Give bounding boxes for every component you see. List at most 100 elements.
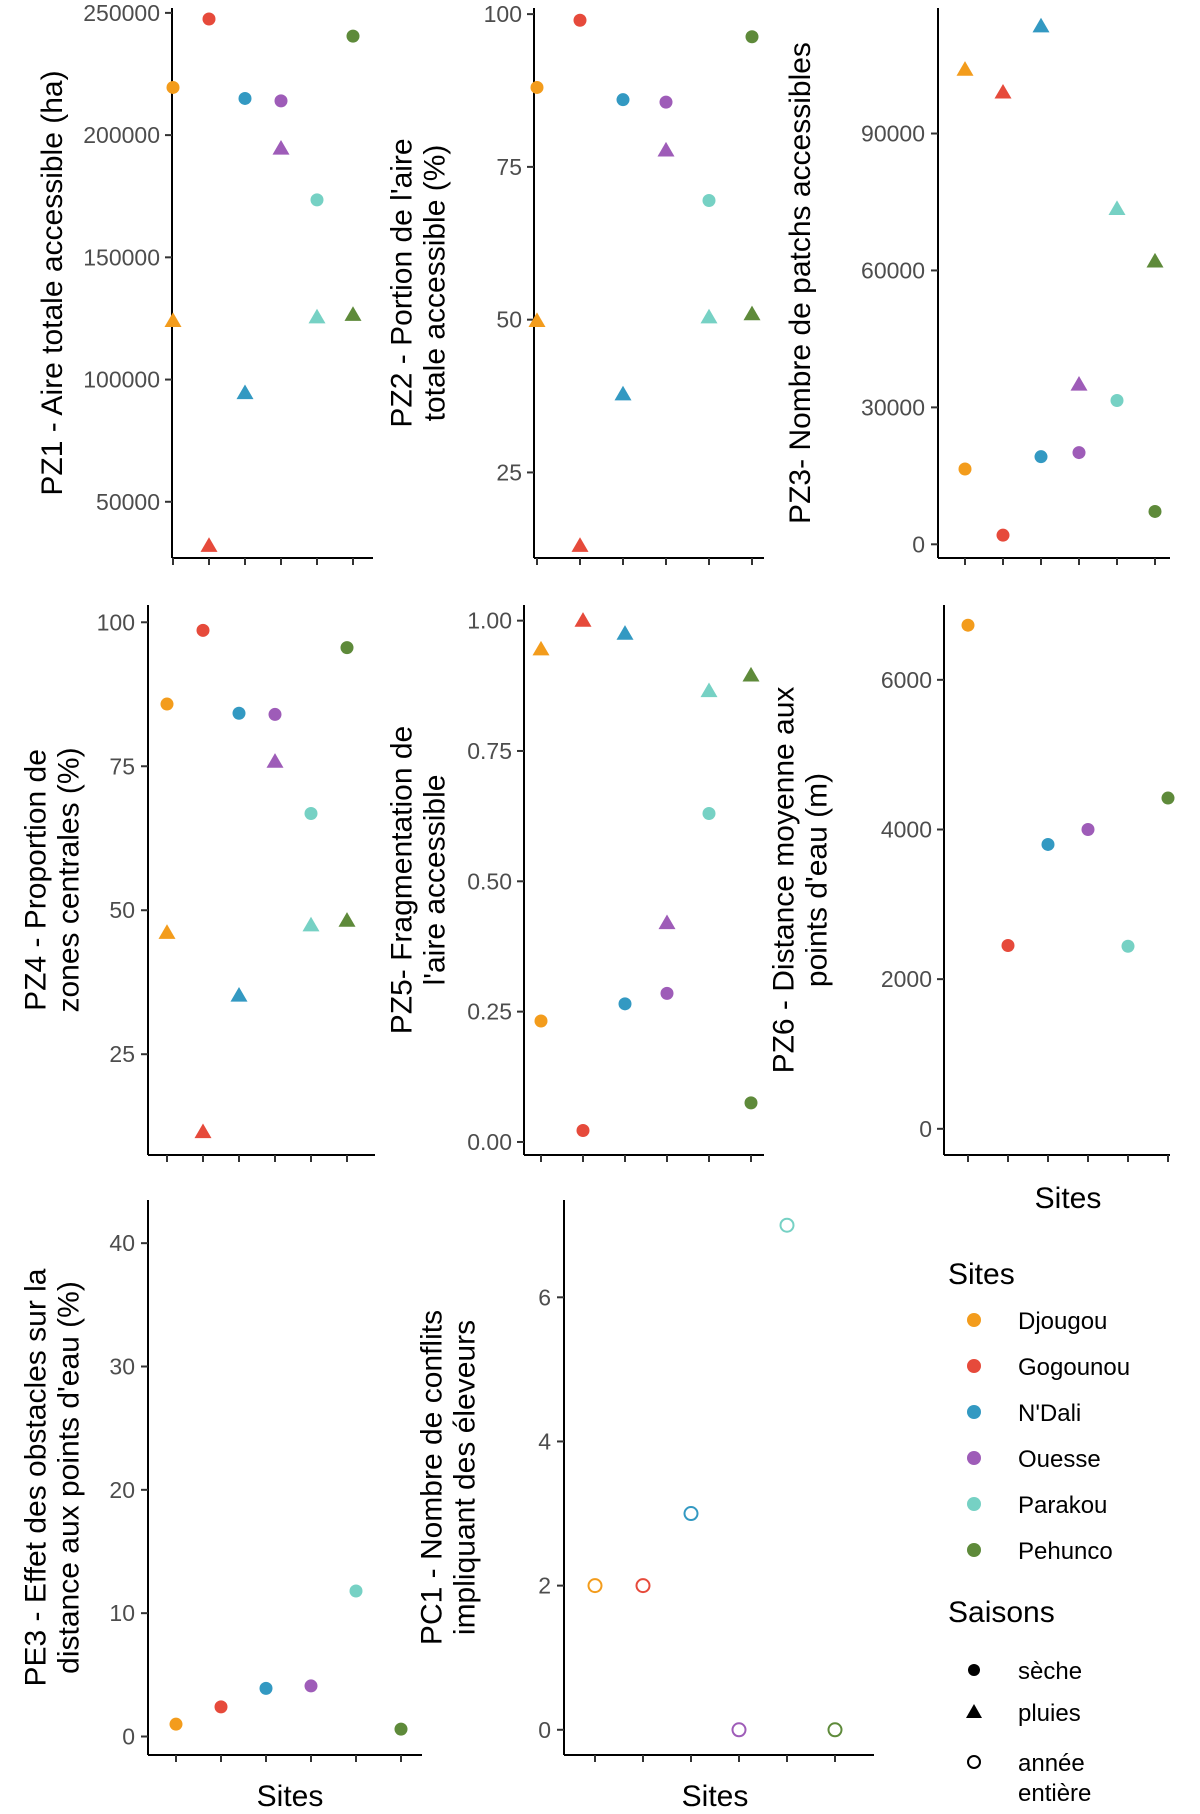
point-djougou-circle bbox=[961, 618, 975, 632]
legend-sites-title: Sites bbox=[948, 1258, 1015, 1291]
y-axis-title: PZ4 - Proportion de bbox=[20, 749, 53, 1011]
x-axis-title: Sites bbox=[1035, 1182, 1102, 1215]
panel-2: 25 50 75 100 PZ2 - Portion de l'aire totale a… bbox=[386, 1, 764, 565]
point-pehunco-open-circle bbox=[827, 1722, 843, 1738]
y-axis-title: PE3 - Effet des obstacles sur la bbox=[20, 1268, 53, 1686]
legend-site-marker bbox=[967, 1497, 981, 1511]
point-parakou-triangle bbox=[1108, 200, 1126, 215]
legend-site-label: Pehunco bbox=[1018, 1538, 1113, 1565]
point-pehunco-triangle bbox=[743, 305, 761, 321]
y-tick-label: 90000 bbox=[861, 121, 925, 147]
point-djougou-triangle bbox=[956, 61, 974, 76]
legend-site-label: Parakou bbox=[1018, 1492, 1107, 1519]
legend-season-marker bbox=[967, 1755, 981, 1769]
y-tick-label: 50000 bbox=[96, 489, 160, 515]
y-tick-label: 75 bbox=[496, 154, 522, 180]
y-axis-title: points d'eau (m) bbox=[801, 773, 834, 987]
legend-site-label: Ouesse bbox=[1018, 1446, 1101, 1473]
y-tick-label: 6 bbox=[538, 1284, 551, 1310]
panel-1: 50000 100000 150000 200000 250000 PZ1 - Aire … bbox=[36, 0, 373, 565]
panel-8: 0 2 4 6 PC1 - Nombre de conflits impliquant d… bbox=[416, 1200, 874, 1813]
point-gogounou-triangle bbox=[200, 537, 218, 552]
point-pehunco-triangle bbox=[742, 666, 760, 682]
legend-season-marker bbox=[966, 1704, 982, 1718]
y-axis-title: PZ5- Fragmentation de bbox=[386, 726, 419, 1034]
panel-4: 25 50 75 100 PZ4 - Proportion de zones centra… bbox=[20, 605, 375, 1162]
point-parakou-circle bbox=[1110, 394, 1124, 408]
y-tick-label: 200000 bbox=[83, 122, 160, 148]
y-axis-title: impliquant des éleveurs bbox=[449, 1320, 482, 1635]
point-ndali-triangle bbox=[1032, 17, 1050, 33]
y-tick-label: 100 bbox=[484, 1, 522, 27]
y-axis-title: PC1 - Nombre de conflits bbox=[416, 1310, 449, 1645]
point-ouesse-circle bbox=[304, 1679, 318, 1693]
point-djougou-circle bbox=[160, 697, 174, 711]
y-axis-title: l'aire accessible bbox=[419, 775, 452, 986]
point-djougou-circle bbox=[166, 80, 180, 94]
legend-season-label: année bbox=[1018, 1750, 1085, 1777]
point-ouesse-circle bbox=[268, 707, 282, 721]
y-tick-label: 100000 bbox=[83, 367, 160, 393]
point-gogounou-circle bbox=[1001, 938, 1015, 952]
point-pehunco-triangle bbox=[344, 306, 362, 321]
y-tick-label: 4000 bbox=[881, 816, 932, 842]
y-tick-label: 2000 bbox=[881, 966, 932, 992]
point-ouesse-circle bbox=[1081, 822, 1095, 836]
y-tick-label: 4 bbox=[538, 1428, 551, 1454]
y-tick-label: 0.00 bbox=[467, 1129, 512, 1155]
point-pehunco-circle bbox=[1161, 791, 1175, 805]
y-tick-label: 50 bbox=[109, 897, 135, 923]
point-ndali-triangle bbox=[236, 384, 254, 400]
point-ndali-circle bbox=[616, 93, 630, 107]
legend-site-marker bbox=[967, 1313, 981, 1327]
point-pehunco-circle bbox=[340, 641, 354, 655]
legend-site-marker bbox=[967, 1359, 981, 1373]
point-ouesse-circle bbox=[659, 95, 673, 109]
y-tick-label: 1.00 bbox=[467, 608, 512, 634]
point-ndali-triangle bbox=[614, 385, 632, 401]
y-tick-label: 40 bbox=[109, 1230, 135, 1256]
panel-6: 0 2000 4000 6000 PZ6 - Distance moyenne aux p… bbox=[768, 605, 1170, 1215]
point-parakou-triangle bbox=[700, 308, 718, 324]
point-ouesse-triangle bbox=[658, 914, 676, 930]
y-tick-label: 150000 bbox=[83, 244, 160, 270]
y-tick-label: 75 bbox=[109, 753, 135, 779]
point-gogounou-open-circle bbox=[635, 1578, 651, 1594]
point-gogounou-triangle bbox=[194, 1123, 212, 1139]
y-tick-label: 6000 bbox=[881, 667, 932, 693]
point-djougou-triangle bbox=[158, 924, 176, 939]
y-tick-label: 50 bbox=[496, 307, 522, 333]
panel-5: 0.00 0.25 0.50 0.75 1.00 PZ5- Fragmentation d… bbox=[386, 605, 764, 1162]
point-gogounou-circle bbox=[196, 623, 210, 637]
point-ouesse-triangle bbox=[266, 753, 284, 768]
legend-site-marker bbox=[967, 1543, 981, 1557]
y-tick-label: 0 bbox=[912, 531, 925, 557]
y-tick-label: 60000 bbox=[861, 257, 925, 283]
y-axis-title: distance aux points d'eau (%) bbox=[53, 1281, 86, 1674]
point-parakou-triangle bbox=[700, 682, 718, 698]
point-ouesse-triangle bbox=[1070, 376, 1088, 391]
y-tick-label: 25 bbox=[109, 1041, 135, 1067]
legend-site-label: N'Dali bbox=[1018, 1400, 1081, 1427]
point-ndali-circle bbox=[1041, 837, 1055, 851]
point-djougou-circle bbox=[530, 80, 544, 94]
y-tick-label: 2 bbox=[538, 1573, 551, 1599]
point-ndali-circle bbox=[618, 997, 632, 1011]
x-axis-title: Sites bbox=[682, 1780, 749, 1813]
point-ouesse-circle bbox=[660, 986, 674, 1000]
y-axis-title: PZ1 - Aire totale accessible (ha) bbox=[36, 70, 69, 495]
point-pehunco-circle bbox=[744, 1096, 758, 1110]
legend-season-label: pluies bbox=[1018, 1700, 1081, 1727]
legend-site-marker bbox=[967, 1451, 981, 1465]
y-tick-label: 0.50 bbox=[467, 868, 512, 894]
point-gogounou-triangle bbox=[571, 537, 589, 552]
point-ouesse-triangle bbox=[657, 141, 675, 157]
point-djougou-triangle bbox=[164, 312, 182, 328]
point-parakou-circle bbox=[310, 193, 324, 207]
point-pehunco-triangle bbox=[1146, 252, 1164, 268]
point-gogounou-circle bbox=[573, 13, 587, 27]
legend-season-marker bbox=[968, 1664, 980, 1676]
x-axis-title: Sites bbox=[257, 1780, 324, 1813]
